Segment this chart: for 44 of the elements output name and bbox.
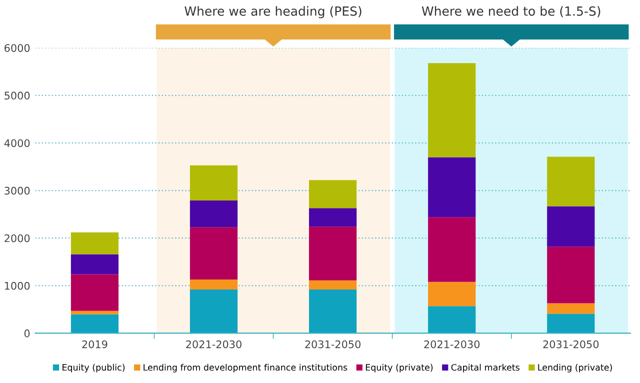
legend-label: Equity (public)	[62, 364, 125, 372]
legend-label: Lending (private)	[538, 364, 612, 372]
y-tick-label: 6000	[4, 44, 30, 52]
bar	[308, 226, 357, 280]
legend-label: Capital markets	[451, 364, 520, 372]
bar	[308, 180, 357, 208]
x-tick-label: 2031-2050	[305, 340, 360, 348]
bar	[190, 227, 238, 280]
bar	[547, 314, 595, 334]
bar	[547, 206, 595, 247]
bar	[428, 282, 476, 306]
bar	[70, 310, 119, 314]
bar	[428, 306, 476, 334]
text: Where we are heading (PES)	[184, 6, 362, 18]
bar	[428, 63, 476, 158]
text: Where we need to be (1.5-S)	[422, 6, 600, 18]
y-tick-label: 0	[24, 329, 30, 338]
bar	[428, 157, 476, 218]
bar	[308, 208, 357, 227]
bar	[190, 279, 238, 290]
legend-label: Lending from development finance institutions	[144, 364, 348, 372]
y-tick-label: 2000	[4, 234, 30, 242]
x-tick-label: 2031-2050	[543, 340, 599, 348]
x-tick-label: 2021-2030	[424, 340, 480, 348]
bar	[70, 232, 119, 254]
x-tick-label: 2021-2030	[186, 340, 242, 348]
bar	[70, 254, 119, 274]
bar	[308, 280, 357, 290]
x-tick-label: 2019	[82, 340, 108, 348]
bar	[547, 156, 595, 206]
bar	[190, 289, 238, 334]
bar	[547, 246, 595, 304]
y-tick-label: 4000	[4, 139, 30, 148]
y-tick-label: 3000	[4, 186, 30, 195]
y-tick-label: 5000	[4, 92, 30, 100]
legend-label: Equity (private)	[366, 364, 433, 372]
bar	[547, 303, 595, 314]
bar	[190, 165, 238, 201]
bar	[428, 217, 476, 282]
bar	[308, 289, 357, 334]
bar	[70, 314, 119, 334]
bar	[70, 274, 119, 311]
bar	[190, 200, 238, 228]
y-tick-label: 1000	[4, 282, 30, 290]
